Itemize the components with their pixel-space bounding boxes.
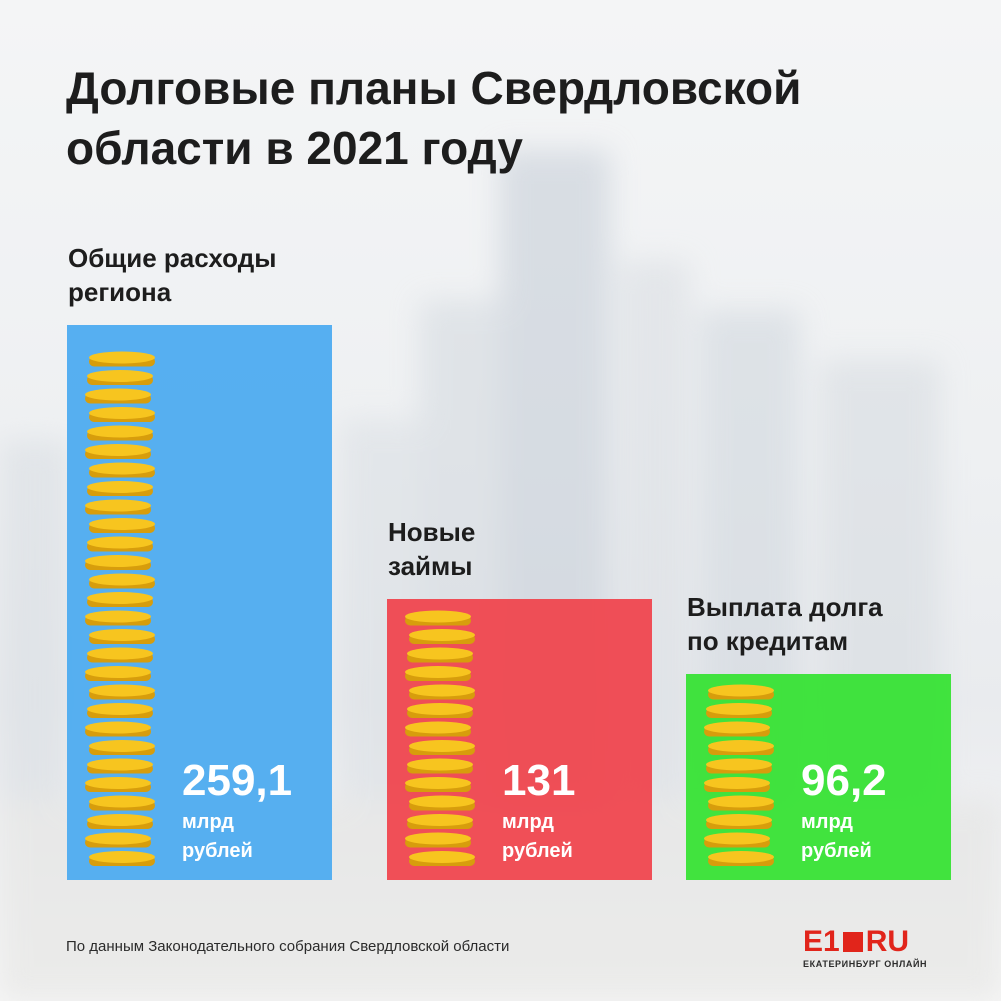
- coin-icon: [87, 481, 153, 496]
- coin-icon: [704, 721, 770, 737]
- coin-icon: [87, 592, 153, 607]
- coin-icon: [409, 740, 475, 755]
- value-label: 131: [502, 756, 576, 805]
- coin-icon: [409, 851, 475, 866]
- coin-icon: [87, 536, 153, 552]
- coin-icon: [85, 499, 151, 515]
- coin-icon: [89, 518, 155, 533]
- coin-icon: [89, 851, 155, 866]
- unit-label: млрд рублей: [502, 811, 573, 862]
- coin-icon: [407, 703, 473, 718]
- coin-icon: [89, 407, 155, 422]
- coin-icon: [87, 758, 153, 774]
- coin-icon: [708, 851, 774, 866]
- coin-icon: [708, 740, 774, 755]
- coin-icon: [89, 795, 155, 811]
- category-label: Общие расходы региона: [68, 243, 277, 307]
- coin-icon: [85, 832, 151, 848]
- value-label: 259,1: [182, 756, 293, 805]
- coin-icon: [704, 777, 770, 792]
- coin-icon: [405, 832, 471, 848]
- coin-icon: [85, 444, 151, 459]
- coin-icon: [85, 555, 151, 570]
- coin-icon: [85, 721, 151, 737]
- coin-icon: [706, 758, 772, 774]
- coin-icon: [89, 573, 155, 589]
- coin-icon: [87, 425, 153, 441]
- coin-icon: [87, 703, 153, 718]
- category-label: Новые займы: [388, 517, 476, 581]
- coin-icon: [708, 795, 774, 811]
- coin-icon: [405, 777, 471, 792]
- category-label: Выплата долга по кредитам: [687, 592, 883, 656]
- coin-icon: [87, 647, 153, 663]
- coin-stack-icon: [405, 610, 475, 866]
- coin-icon: [706, 814, 772, 829]
- coin-icon: [405, 721, 471, 737]
- e1-logo: E1 RU ЕКАТЕРИНБУРГ ОНЛАЙН: [803, 926, 943, 976]
- coin-icon: [704, 832, 770, 848]
- page-title: Долговые планы Свердловской области в 20…: [66, 62, 802, 174]
- coin-icon: [87, 814, 153, 829]
- coin-icon: [89, 351, 155, 367]
- logo-wordmark: E1 RU: [803, 925, 910, 958]
- coin-icon: [89, 684, 155, 700]
- coin-icon: [407, 814, 473, 829]
- coin-icon: [409, 629, 475, 644]
- coin-icon: [409, 795, 475, 811]
- unit-label: млрд рублей: [182, 811, 253, 862]
- coin-icon: [85, 388, 151, 404]
- coin-icon: [706, 703, 772, 718]
- coin-stack-icon: [704, 684, 774, 866]
- logo-square-icon: [842, 932, 863, 952]
- coin-icon: [85, 610, 151, 626]
- coin-icon: [89, 462, 155, 478]
- logo-subtitle: ЕКАТЕРИНБУРГ ОНЛАЙН: [803, 959, 928, 969]
- coin-icon: [405, 610, 471, 626]
- coin-icon: [407, 758, 473, 774]
- coin-icon: [85, 666, 151, 681]
- coin-icon: [409, 684, 475, 700]
- source-note: По данным Законодательного собрания Свер…: [66, 938, 510, 955]
- unit-label: млрд рублей: [801, 811, 872, 862]
- coin-stack-icon: [85, 351, 155, 866]
- coin-icon: [708, 684, 774, 700]
- coin-icon: [89, 740, 155, 755]
- coin-icon: [405, 666, 471, 681]
- coin-icon: [89, 629, 155, 644]
- coin-icon: [85, 777, 151, 792]
- value-label: 96,2: [801, 756, 887, 805]
- coin-icon: [87, 370, 153, 385]
- coin-icon: [407, 647, 473, 663]
